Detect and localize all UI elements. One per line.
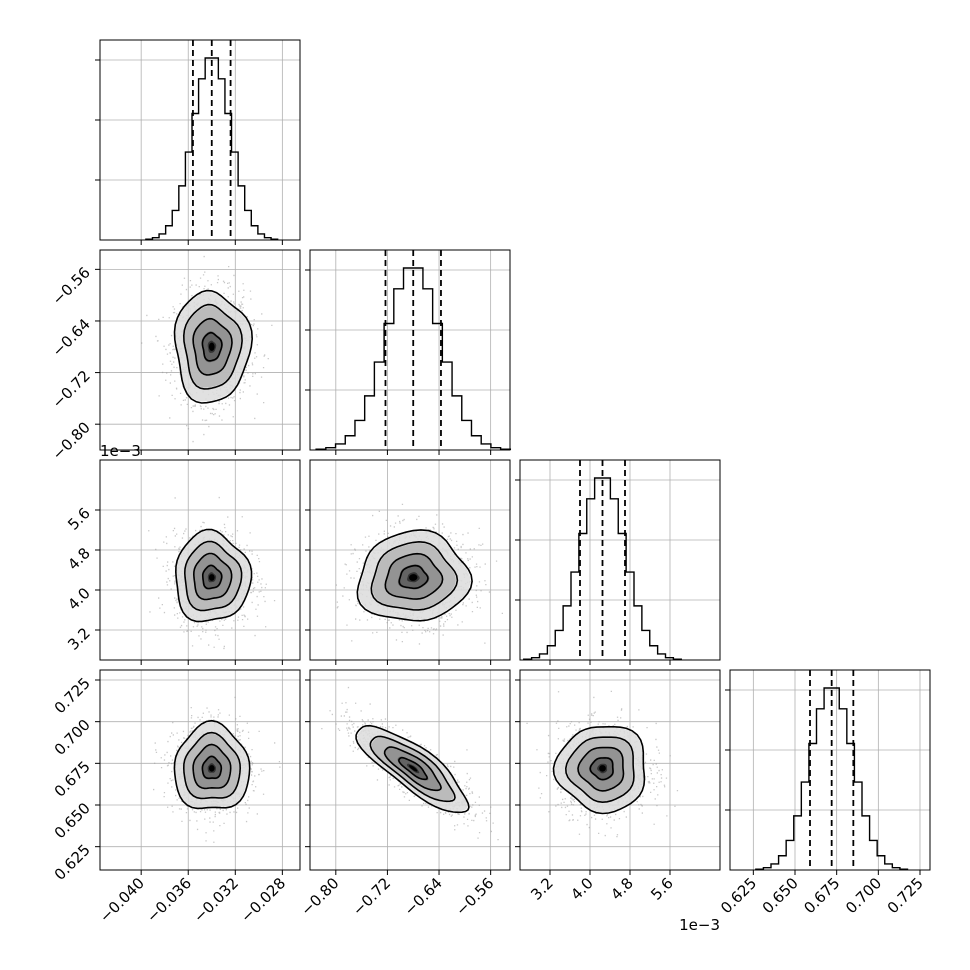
- contour-line: [589, 757, 614, 781]
- scatter-panel: [99, 459, 301, 661]
- contour-line: [173, 719, 251, 810]
- panel-frame: [309, 249, 511, 451]
- panel-frame: [729, 669, 931, 871]
- panel-frame: [99, 459, 301, 661]
- contour-line: [552, 726, 646, 815]
- contour-line: [564, 736, 635, 804]
- x-tick-label: −0.72: [349, 874, 394, 919]
- contour-line: [201, 755, 223, 780]
- histogram-panel: [95, 39, 301, 241]
- panel-content: [310, 670, 510, 870]
- density-peak: [208, 765, 215, 772]
- contour-line: [355, 724, 470, 814]
- panel-content: [100, 460, 300, 660]
- contour-line: [202, 564, 223, 590]
- panel-content: [100, 250, 300, 450]
- x-tick-label: 0.650: [759, 874, 802, 917]
- y-tick-label: −0.64: [49, 315, 94, 360]
- panel-frame: [99, 39, 301, 241]
- x-tick-label: −0.028: [237, 874, 289, 926]
- y-tick-label: 0.650: [51, 799, 94, 842]
- density-peak: [208, 574, 215, 581]
- histogram-panel: [515, 459, 721, 661]
- panel-frame: [519, 459, 721, 661]
- scatter-panel: [99, 669, 301, 871]
- panel-frame: [99, 249, 301, 451]
- scatter-panel: [309, 459, 511, 661]
- histogram-step: [755, 687, 909, 870]
- contour-line: [183, 540, 243, 612]
- density-peak: [599, 765, 606, 772]
- panel-frame: [309, 669, 511, 871]
- panel-content: [520, 670, 720, 870]
- density-peak: [208, 342, 215, 351]
- x-offset-label: 1e−3: [679, 916, 720, 934]
- histogram-step: [315, 267, 512, 450]
- x-tick-label: 0.675: [800, 874, 843, 917]
- panel-frame: [99, 669, 301, 871]
- y-tick-label: −0.56: [49, 263, 94, 308]
- contour-line: [192, 317, 233, 376]
- contour-line: [383, 746, 442, 792]
- y-tick-label: 5.6: [64, 504, 94, 534]
- y-tick-label: 3.2: [64, 624, 94, 654]
- y-tick-label: 4.8: [64, 544, 94, 574]
- scatter-panel: [309, 669, 511, 871]
- y-tick-label: 4.0: [64, 584, 94, 614]
- panel-content: [310, 460, 510, 660]
- y-tick-label: 0.725: [51, 674, 94, 717]
- x-tick-label: −0.56: [452, 874, 497, 919]
- x-tick-label: 5.6: [647, 874, 677, 904]
- contour-line: [384, 552, 444, 600]
- contour-line: [577, 746, 625, 792]
- contour-line: [182, 731, 242, 800]
- histogram-panel: [305, 249, 512, 451]
- x-tick-label: −0.040: [96, 874, 148, 926]
- x-tick-label: 4.8: [607, 874, 637, 904]
- contour-line: [192, 552, 233, 601]
- density-peak: [409, 765, 418, 772]
- scatter-panel: [519, 669, 721, 871]
- y-tick-label: 0.700: [51, 716, 94, 759]
- panel-content: [100, 670, 300, 870]
- x-tick-label: −0.64: [401, 874, 446, 919]
- contour-line: [201, 331, 223, 362]
- contour-line: [369, 735, 456, 803]
- density-peak: [409, 574, 418, 581]
- contour-line: [370, 540, 459, 611]
- histogram-panel: [725, 669, 931, 871]
- contour-line: [398, 756, 428, 781]
- x-tick-label: −0.036: [143, 874, 195, 926]
- x-tick-label: 3.2: [527, 874, 557, 904]
- y-offset-label: 1e−3: [100, 442, 141, 460]
- panel-frame: [309, 459, 511, 661]
- x-tick-label: 0.625: [717, 874, 760, 917]
- x-tick-label: 0.700: [842, 874, 885, 917]
- x-tick-label: −0.032: [190, 874, 242, 926]
- y-tick-label: −0.72: [49, 367, 94, 412]
- panel-frame: [519, 669, 721, 871]
- contour-line: [174, 528, 253, 623]
- x-tick-label: 0.725: [884, 874, 927, 917]
- y-tick-label: −0.80: [49, 418, 94, 463]
- contour-line: [173, 289, 254, 404]
- contour-line: [192, 743, 232, 790]
- contour-line: [398, 564, 429, 590]
- contour-line: [356, 529, 473, 622]
- x-tick-label: 4.0: [567, 874, 597, 904]
- histogram-step: [145, 57, 279, 240]
- y-tick-label: 0.675: [51, 757, 94, 800]
- y-tick-label: 0.625: [51, 841, 94, 884]
- scatter-panel: [99, 249, 301, 451]
- histogram-step: [523, 477, 682, 660]
- contour-line: [182, 303, 243, 390]
- x-tick-label: −0.80: [297, 874, 342, 919]
